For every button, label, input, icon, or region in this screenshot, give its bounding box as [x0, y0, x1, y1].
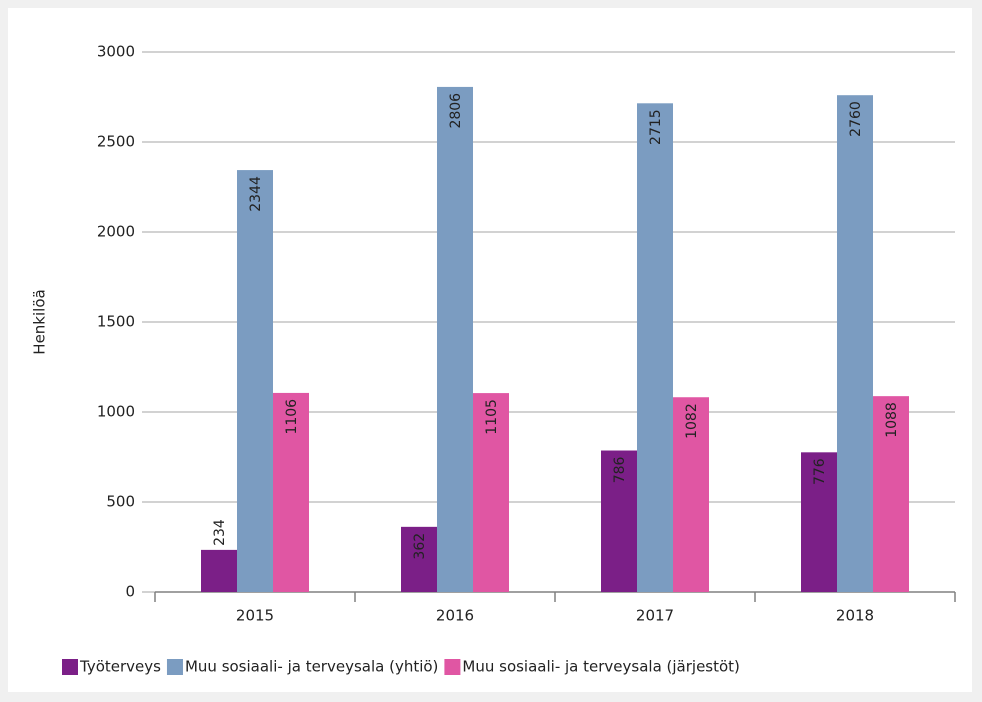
bar — [637, 103, 673, 593]
legend-swatch — [166, 659, 183, 675]
y-tick-label: 2500 — [97, 133, 135, 151]
x-tick-label: 2015 — [236, 607, 274, 625]
y-tick-label: 2000 — [97, 223, 135, 241]
x-tick-label: 2018 — [836, 607, 874, 625]
y-axis-label: Henkilöä — [31, 289, 49, 354]
x-tick-label: 2017 — [636, 607, 674, 625]
bar — [601, 450, 637, 592]
value-label: 776 — [812, 458, 828, 485]
value-label: 362 — [412, 533, 428, 560]
value-label: 1088 — [884, 402, 900, 438]
legend-swatch — [444, 659, 461, 675]
y-tick-label: 3000 — [97, 43, 135, 61]
value-label: 1105 — [484, 399, 500, 435]
bar — [201, 549, 237, 592]
legend-label: Muu sosiaali- ja terveysala (järjestöt) — [462, 658, 740, 676]
bar — [437, 86, 473, 593]
legend-swatch — [62, 659, 78, 675]
y-tick-label: 1500 — [97, 313, 135, 331]
bar — [401, 526, 437, 592]
x-tick-label: 2016 — [436, 607, 474, 625]
bar — [473, 393, 509, 592]
value-label: 2760 — [848, 101, 864, 137]
value-label: 1106 — [284, 399, 300, 435]
bar — [237, 170, 273, 592]
value-label: 2715 — [648, 109, 664, 145]
value-label: 786 — [612, 456, 628, 483]
y-tick-label: 500 — [106, 493, 135, 511]
value-label: 2344 — [248, 176, 264, 212]
legend-label: Muu sosiaali- ja terveysala (yhtiö) — [185, 658, 438, 676]
legend-label: Työterveys — [79, 658, 161, 676]
value-label: 1082 — [684, 403, 700, 439]
y-tick-label: 1000 — [97, 403, 135, 421]
bar — [801, 452, 837, 592]
bar — [873, 396, 909, 592]
bar — [673, 397, 709, 592]
y-tick-label: 0 — [125, 583, 135, 601]
value-label: 2806 — [448, 93, 464, 129]
bar — [273, 392, 309, 592]
value-label: 234 — [212, 519, 228, 546]
bar — [837, 95, 873, 592]
